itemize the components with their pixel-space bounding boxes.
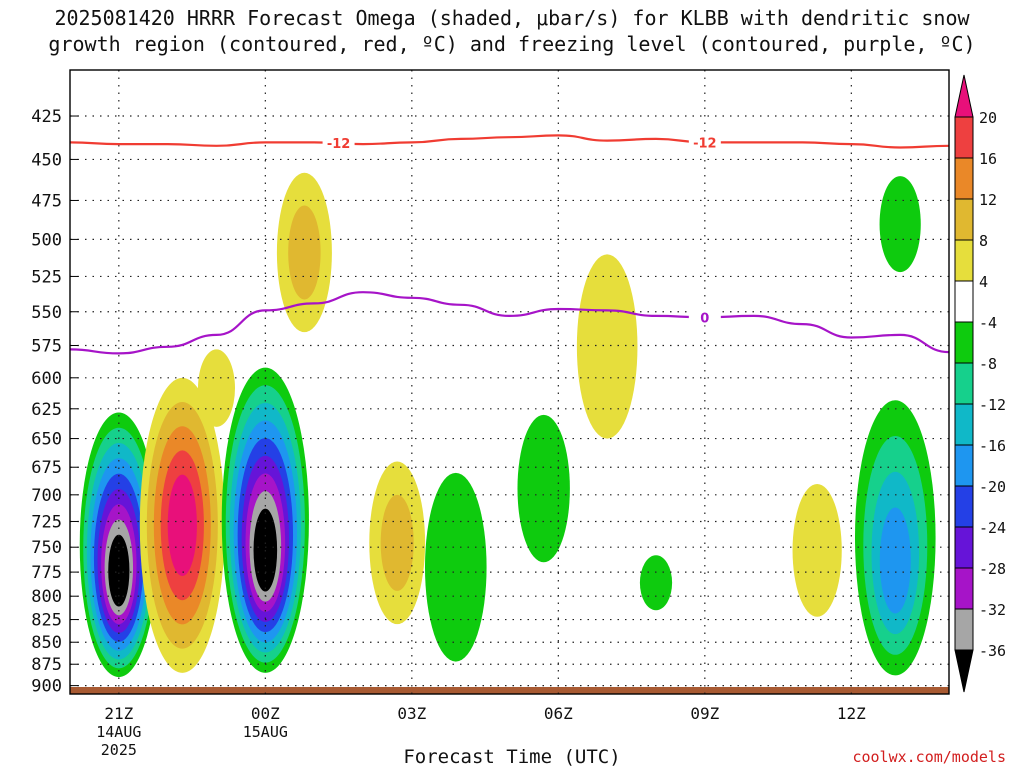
contour-label--12: -12 (327, 137, 351, 152)
contour-label-bg-0 (688, 309, 721, 326)
colorbar-bin--24-to--20 (954, 485, 974, 528)
x-tick-label-12Z: 12Z (837, 704, 866, 723)
colorbar-bin-16-to-20 (954, 116, 974, 159)
y-tick-label-575: 575 (31, 336, 62, 356)
colorbar-bin-12-to-16 (954, 157, 974, 200)
x-tick-label-00Z: 00Z (251, 704, 280, 723)
x-tick-sublabel-15AUG: 15AUG (243, 723, 288, 741)
omega-cell-7-band-0 (517, 414, 570, 563)
y-tick-label-700: 700 (31, 486, 62, 506)
colorbar-bottom-arrow (954, 649, 974, 693)
omega-cell-10-band-0 (792, 483, 842, 617)
y-tick-label-900: 900 (31, 677, 62, 697)
y-tick-label-850: 850 (31, 633, 62, 653)
contour-line-0 (70, 291, 949, 355)
colorbar-bin--12-to--8 (954, 362, 974, 405)
omega-shading (79, 172, 936, 678)
omega-cell-5-band-1 (380, 494, 414, 591)
x-tick-label-03Z: 03Z (397, 704, 426, 723)
y-tick-label-675: 675 (31, 458, 62, 478)
colorbar-label--16: -16 (979, 437, 1006, 455)
y-tick-label-475: 475 (31, 191, 62, 211)
chart-title-line-2: growth region (contoured, red, ºC) and f… (48, 32, 976, 56)
colorbar-bin--4-to-4 (954, 280, 974, 323)
colorbar-label--32: -32 (979, 601, 1006, 619)
omega-cell-11-band-3 (879, 507, 911, 614)
colorbar-bin-8-to-12 (954, 198, 974, 241)
colorbar-label-12: 12 (979, 191, 997, 209)
omega-cell-0-band-8 (108, 534, 130, 607)
credit-link[interactable]: coolwx.com/models (852, 748, 1006, 766)
y-tick-label-825: 825 (31, 611, 62, 631)
omega-cell-2-band-0 (198, 349, 235, 427)
colorbar-label--28: -28 (979, 560, 1006, 578)
y-tick-label-525: 525 (31, 267, 62, 287)
x-tick-label-09Z: 09Z (690, 704, 719, 723)
y-tick-label-650: 650 (31, 430, 62, 450)
plot-frame (69, 69, 950, 695)
colorbar: 20 16 12 8 4 -4 -8 -12 -16 -20 -24 -28 -32 -36 (954, 74, 1006, 693)
colorbar-bin--32-to--28 (954, 567, 974, 610)
contour-label--12: -12 (693, 136, 717, 151)
omega-cell-9-band-0 (639, 555, 673, 611)
contour-label-0: 0 (700, 311, 709, 326)
y-tick-label-725: 725 (31, 512, 62, 532)
omega-cell-1-band-4 (167, 474, 197, 577)
x-tick-label-06Z: 06Z (544, 704, 573, 723)
y-tick-label-500: 500 (31, 230, 62, 250)
colorbar-label-4: 4 (979, 273, 988, 291)
contour-line--12 (70, 134, 949, 149)
x-tick-sublabel-14AUG: 14AUG (96, 723, 141, 741)
colorbar-label--4: -4 (979, 314, 997, 332)
colorbar-bin--16-to--12 (954, 403, 974, 446)
colorbar-bin-4-to-8 (954, 239, 974, 282)
colorbar-label-8: 8 (979, 232, 988, 250)
y-tick-label-425: 425 (31, 107, 62, 127)
colorbar-bin--8-to--4 (954, 321, 974, 364)
colorbar-label--36: -36 (979, 642, 1006, 660)
y-tick-label-450: 450 (31, 150, 62, 170)
colorbar-label--8: -8 (979, 355, 997, 373)
omega-cell-4-band-1 (288, 205, 321, 300)
omega-cell-6-band-0 (424, 472, 487, 662)
colorbar-label-16: 16 (979, 150, 997, 168)
chart-title-line-1: 2025081420 HRRR Forecast Omega (shaded, … (54, 6, 970, 30)
colorbar-bin--28-to--24 (954, 526, 974, 569)
x-tick-label-21Z: 21Z (104, 704, 133, 723)
y-tick-label-875: 875 (31, 655, 62, 675)
colorbar-bin--20-to--16 (954, 444, 974, 487)
y-tick-label-750: 750 (31, 538, 62, 558)
surface-strip (70, 687, 949, 694)
colorbar-top-arrow (954, 74, 974, 118)
y-tick-label-600: 600 (31, 369, 62, 389)
x-axis-label: Forecast Time (UTC) (403, 746, 621, 768)
colorbar-label--20: -20 (979, 478, 1006, 496)
colorbar-bin--36-to--32 (954, 608, 974, 651)
colorbar-label--24: -24 (979, 519, 1006, 537)
y-tick-label-800: 800 (31, 587, 62, 607)
x-tick-sublabel-2025: 2025 (101, 741, 137, 759)
omega-cell-8-band-0 (576, 254, 638, 439)
y-tick-label-550: 550 (31, 303, 62, 323)
contour-label-bg--12 (322, 135, 355, 152)
colorbar-label--12: -12 (979, 396, 1006, 414)
contour-label-bg--12 (688, 134, 721, 151)
y-tick-label-625: 625 (31, 400, 62, 420)
colorbar-label-20: 20 (979, 109, 997, 127)
omega-cell-12-band-0 (879, 176, 921, 273)
y-tick-label-775: 775 (31, 563, 62, 583)
